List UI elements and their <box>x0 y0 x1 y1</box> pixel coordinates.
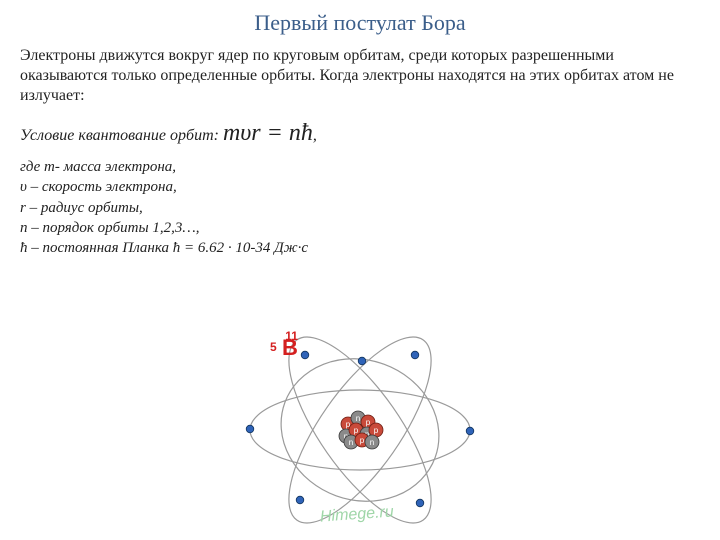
electron <box>296 496 304 504</box>
page-title: Первый постулат Бора <box>20 10 700 36</box>
isotope-label: 11 5 B <box>270 331 298 353</box>
slide: Первый постулат Бора Электроны движутся … <box>0 0 720 540</box>
quantization-condition: Условие квантование орбит: mυr = nħ, <box>20 120 700 147</box>
definitions: где m- масса электрона, υ – скорость эле… <box>20 157 700 258</box>
def-v: υ – скорость электрона, <box>20 179 177 195</box>
electron <box>411 351 419 359</box>
atom-svg: pnpnpnpnpn <box>150 325 570 530</box>
nucleon-label: n <box>370 438 374 447</box>
electron <box>466 427 474 435</box>
electron <box>416 499 424 507</box>
nucleon-label: n <box>356 414 360 423</box>
def-n: n – порядок орбиты 1,2,3…, <box>20 220 200 236</box>
nucleon-label: p <box>374 426 379 435</box>
intro-paragraph: Электроны движутся вокруг ядер по кругов… <box>20 46 700 106</box>
isotope-z: 5 <box>270 340 277 354</box>
def-h: ħ – постоянная Планка ħ = 6.62 · 10-34 Д… <box>20 240 308 256</box>
nucleon-label: p <box>354 426 359 435</box>
nucleon-label: n <box>349 438 353 447</box>
electron <box>301 351 309 359</box>
nucleon-label: p <box>360 436 365 445</box>
atom-diagram: 11 5 B pnpnpnpnpn Himege.ru <box>150 325 570 530</box>
formula-comma: , <box>313 127 317 144</box>
electron <box>358 357 366 365</box>
def-r: r – радиус орбиты, <box>20 200 143 216</box>
formula: mυr = nħ <box>223 120 313 146</box>
def-m: где m- масса электрона, <box>20 159 176 175</box>
isotope-symbol: B <box>282 335 298 360</box>
electron <box>246 425 254 433</box>
condition-label: Условие квантование орбит: <box>20 127 219 144</box>
